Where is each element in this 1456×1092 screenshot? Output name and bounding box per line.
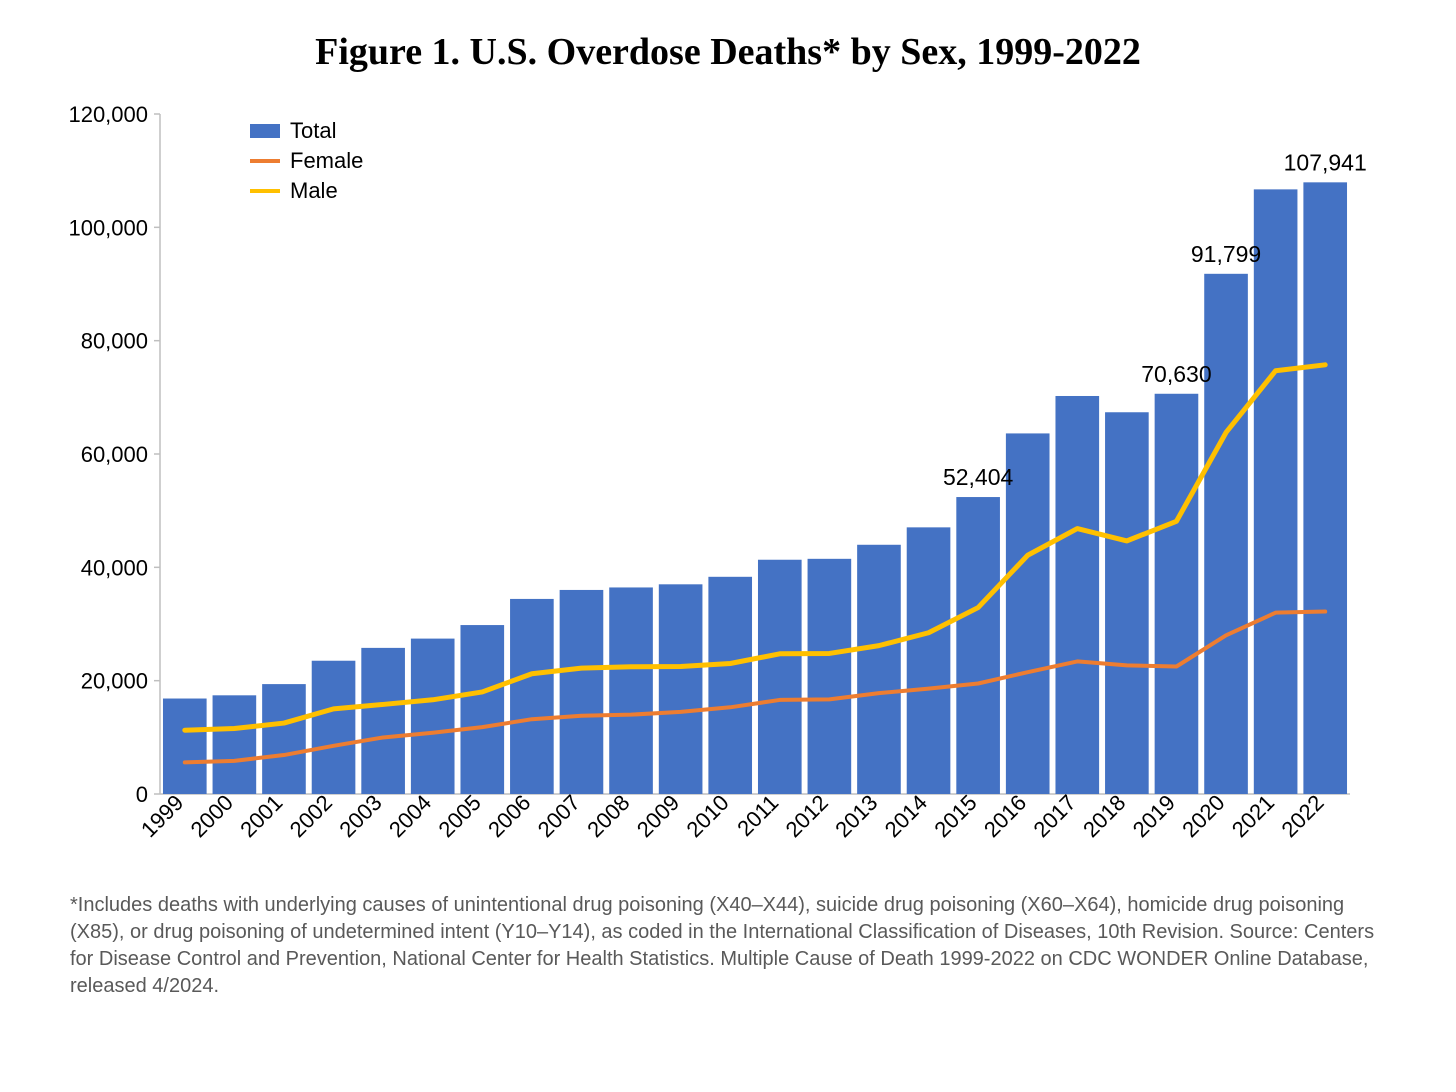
x-tick-label: 2011 xyxy=(732,790,783,841)
bar-total xyxy=(510,599,554,794)
x-tick-label: 2005 xyxy=(434,790,486,842)
bar-total xyxy=(857,545,901,794)
bar-total xyxy=(262,684,306,794)
bar-total xyxy=(1204,274,1248,794)
x-tick-label: 2021 xyxy=(1227,790,1279,842)
bar-total xyxy=(609,587,653,794)
bar-total xyxy=(808,559,852,794)
bar-total xyxy=(460,625,504,794)
y-tick-label: 0 xyxy=(136,782,148,807)
y-tick-label: 80,000 xyxy=(81,329,148,354)
x-tick-label: 2020 xyxy=(1177,790,1229,842)
bar-total xyxy=(312,661,356,794)
legend-male: Male xyxy=(290,178,338,203)
x-tick-label: 2009 xyxy=(632,790,684,842)
bar-total xyxy=(1303,182,1347,794)
bar-total xyxy=(163,699,207,794)
x-tick-label: 2016 xyxy=(979,790,1031,842)
x-tick-label: 2007 xyxy=(533,790,585,842)
x-tick-label: 2014 xyxy=(880,790,932,842)
legend-total: Total xyxy=(290,118,336,143)
x-tick-label: 2000 xyxy=(186,790,238,842)
x-tick-label: 2015 xyxy=(929,790,981,842)
bar-total xyxy=(659,584,703,794)
line-female xyxy=(185,612,1325,763)
bar-total xyxy=(907,527,951,794)
x-tick-label: 2017 xyxy=(1029,790,1081,842)
bar-data-label: 70,630 xyxy=(1141,361,1211,387)
x-tick-label: 2022 xyxy=(1276,790,1328,842)
x-tick-label: 2006 xyxy=(483,790,535,842)
x-tick-label: 2003 xyxy=(334,790,386,842)
bar-total xyxy=(411,639,455,794)
bar-data-label: 52,404 xyxy=(943,464,1014,490)
chart-container: 0 20,000 40,000 60,000 80,000 100,000 120,000 5… xyxy=(40,94,1416,874)
y-tick-label: 20,000 xyxy=(81,669,148,694)
bar-total xyxy=(213,695,257,794)
x-tick-label: 2008 xyxy=(582,790,634,842)
x-tick-label: 2013 xyxy=(830,790,882,842)
x-tick-label: 2002 xyxy=(285,790,337,842)
bar-total xyxy=(1155,394,1199,794)
bar-data-label: 91,799 xyxy=(1191,241,1261,267)
y-tick-label: 60,000 xyxy=(81,442,148,467)
y-tick-label: 40,000 xyxy=(81,555,148,580)
y-tick-label: 100,000 xyxy=(68,215,148,240)
bar-total xyxy=(560,590,604,794)
bar-total xyxy=(361,648,405,794)
bar-total xyxy=(1055,396,1099,794)
chart-svg: 0 20,000 40,000 60,000 80,000 100,000 120,000 5… xyxy=(40,94,1370,874)
bar-total xyxy=(758,560,802,794)
x-tick-label: 2012 xyxy=(781,790,833,842)
chart-footnote: *Includes deaths with underlying causes … xyxy=(40,892,1416,1000)
bar-total xyxy=(1254,189,1298,794)
legend-female: Female xyxy=(290,148,363,173)
x-tick-label: 2019 xyxy=(1128,790,1180,842)
bar-total xyxy=(956,497,1000,794)
x-tick-label: 2004 xyxy=(384,790,436,842)
line-male xyxy=(185,365,1325,730)
bar-total xyxy=(708,577,752,794)
x-tick-label: 2018 xyxy=(1078,790,1130,842)
y-tick-label: 120,000 xyxy=(68,102,148,127)
bar-total xyxy=(1105,412,1149,794)
bar-data-label: 107,941 xyxy=(1284,149,1367,175)
x-tick-label: 2001 xyxy=(235,790,287,842)
x-tick-label: 2010 xyxy=(681,790,733,842)
chart-title: Figure 1. U.S. Overdose Deaths* by Sex, … xyxy=(40,30,1416,74)
